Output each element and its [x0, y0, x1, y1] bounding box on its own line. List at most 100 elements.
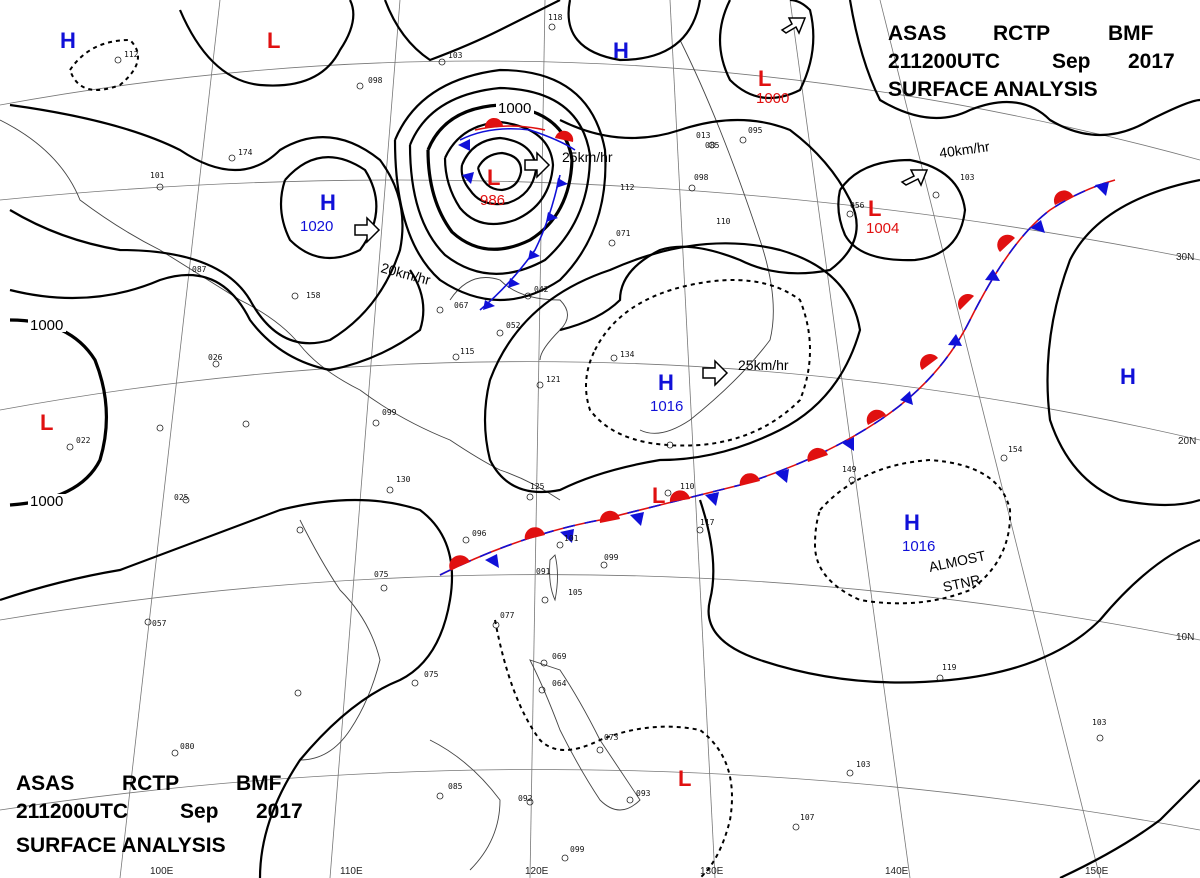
title-block-bottom: ASAS RCTP BMF 211200UTC Sep 2017 SURFACE…: [16, 772, 303, 857]
header-part: BMF: [236, 772, 282, 795]
isobar: [0, 498, 454, 878]
station-value: 101: [150, 171, 165, 180]
station-value: 130: [396, 475, 411, 484]
station-values: 112 174 101 098 103 118 013 085 095 098 …: [76, 13, 1107, 854]
movement-arrow: [780, 17, 807, 35]
movement-speed-label: 40km/hr: [938, 138, 991, 161]
isobar: [559, 118, 858, 332]
station-value: 103: [1092, 718, 1107, 727]
philippines-coast: [529, 659, 641, 811]
station-value: 103: [856, 760, 871, 769]
high-center: H: [1120, 364, 1136, 389]
station-value: 107: [800, 813, 815, 822]
isobar: [848, 0, 1200, 136]
isobar: [1059, 779, 1200, 878]
grid-labels: 30N 20N 10N 100E 110E 120E 130E 140E 150…: [150, 252, 1196, 877]
station-value: 099: [604, 553, 619, 562]
cold-front-barb: [462, 172, 474, 184]
meridian-130e: [669, 0, 716, 878]
station-value: 105: [568, 588, 583, 597]
station-value: 085: [448, 782, 463, 791]
warm-front-pip: [920, 354, 938, 370]
isobar: [69, 38, 139, 91]
movement-speed-label: 25km/hr: [738, 357, 789, 373]
warm-front-pip: [739, 473, 760, 486]
movement-arrow: [702, 359, 729, 387]
low-center: L: [868, 196, 881, 221]
station-value: 056: [850, 201, 865, 210]
station-value: 103: [448, 51, 463, 60]
month-label: Sep: [180, 800, 219, 823]
isobar-1000: [426, 103, 574, 251]
isobar: [9, 103, 404, 345]
lon-label: 130E: [700, 866, 724, 877]
station-value: 075: [424, 670, 439, 679]
year-label: 2017: [1128, 50, 1175, 73]
station-value: 118: [548, 13, 563, 22]
warm-front-pip: [484, 117, 503, 128]
analysis-label: SURFACE ANALYSIS: [888, 78, 1098, 101]
high-center: H: [613, 38, 629, 63]
meridian-150e: [879, 0, 1101, 878]
station-value: 026: [208, 353, 223, 362]
station-value: 112: [620, 183, 635, 192]
station-value: 158: [306, 291, 321, 300]
isobar: [813, 458, 1012, 605]
station-value: 075: [374, 570, 389, 579]
header-part: BMF: [1108, 22, 1154, 45]
isobar: [476, 151, 523, 192]
lon-label: 150E: [1085, 866, 1109, 877]
movement-arrows: [354, 17, 929, 387]
high-center: H: [658, 370, 674, 395]
meridian-100e: [119, 0, 221, 878]
isobar: [483, 242, 862, 494]
low-center: L: [487, 165, 500, 190]
high-pressure-value: 1020: [300, 218, 333, 235]
high-center: H: [60, 28, 76, 53]
lon-label: 100E: [150, 866, 174, 877]
station-value: 091: [536, 567, 551, 576]
stationary-front: [439, 179, 1116, 576]
isobar-labels: 1000 1000 1000: [28, 100, 534, 510]
isobar: [718, 0, 815, 100]
header-part: ASAS: [888, 22, 946, 45]
low-pressure-value: 986: [480, 192, 505, 209]
station-value: 110: [680, 482, 695, 491]
front-line-blue: [439, 179, 1116, 576]
isobar: [393, 68, 607, 302]
station-value: 098: [694, 173, 709, 182]
warm-front-pip: [449, 555, 470, 570]
cold-front-barb: [560, 529, 574, 543]
isobar: [383, 0, 561, 62]
isobar: [9, 269, 425, 372]
isobar-label: 1000: [30, 493, 63, 510]
isobar: [460, 136, 538, 206]
time-stamp: 211200UTC: [16, 800, 128, 823]
station-value: 149: [842, 465, 857, 474]
station-value: 069: [552, 652, 567, 661]
time-stamp: 211200UTC: [888, 50, 1000, 73]
parallel-20n: [0, 361, 1200, 441]
low-center: L: [40, 410, 53, 435]
station-value: 096: [472, 529, 487, 538]
station-value: 057: [152, 619, 167, 628]
station-value: 080: [180, 742, 195, 751]
lat-label: 30N: [1176, 252, 1194, 263]
cold-front-barb: [705, 492, 719, 506]
cold-front-barb: [546, 212, 558, 222]
cold-front-barb: [948, 334, 962, 346]
station-value: 064: [552, 679, 567, 688]
station-value: 073: [604, 733, 619, 742]
station-value: 121: [546, 375, 561, 384]
station-value: 101: [564, 534, 579, 543]
warm-front-pip: [957, 294, 974, 310]
cold-front-barb: [483, 300, 495, 310]
warm-front-pip: [524, 527, 545, 540]
station-value: 110: [716, 217, 731, 226]
indochina-coast: [299, 519, 381, 761]
cold-front-barb: [1095, 182, 1109, 196]
station-value: 117: [700, 518, 715, 527]
movement-arrow: [354, 216, 381, 244]
warm-front-pip: [555, 130, 574, 142]
